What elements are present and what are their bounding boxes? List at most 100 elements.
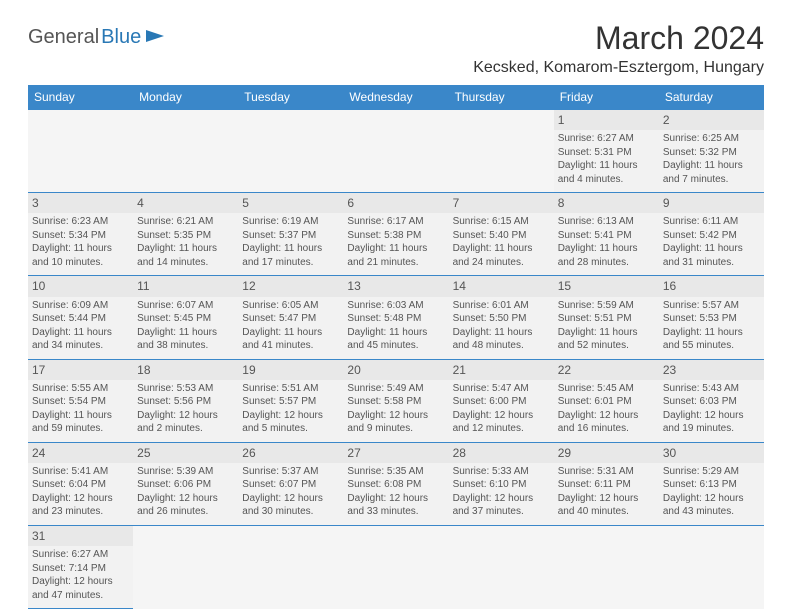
calendar-day-cell: 12Sunrise: 6:05 AMSunset: 5:47 PMDayligh… [238,276,343,359]
calendar-day-cell: 21Sunrise: 5:47 AMSunset: 6:00 PMDayligh… [449,359,554,442]
sunrise-text: Sunrise: 5:49 AM [347,382,444,396]
sunset-text: Sunset: 5:35 PM [137,229,234,243]
sunrise-text: Sunrise: 6:19 AM [242,215,339,229]
sunset-text: Sunset: 5:34 PM [32,229,129,243]
sunrise-text: Sunrise: 5:41 AM [32,465,129,479]
day-details: Sunrise: 6:25 AMSunset: 5:32 PMDaylight:… [663,132,760,186]
day-details: Sunrise: 6:19 AMSunset: 5:37 PMDaylight:… [242,215,339,269]
sunset-text: Sunset: 6:10 PM [453,478,550,492]
day-details: Sunrise: 6:15 AMSunset: 5:40 PMDaylight:… [453,215,550,269]
calendar-week-row: 24Sunrise: 5:41 AMSunset: 6:04 PMDayligh… [28,442,764,525]
day-details: Sunrise: 6:01 AMSunset: 5:50 PMDaylight:… [453,299,550,353]
day-details: Sunrise: 6:17 AMSunset: 5:38 PMDaylight:… [347,215,444,269]
day-details: Sunrise: 5:59 AMSunset: 5:51 PMDaylight:… [558,299,655,353]
calendar-day-cell [659,525,764,608]
daylight-text: Daylight: 11 hours and 31 minutes. [663,242,760,269]
day-number: 31 [28,526,133,546]
sunset-text: Sunset: 6:11 PM [558,478,655,492]
sunrise-text: Sunrise: 6:15 AM [453,215,550,229]
daylight-text: Daylight: 11 hours and 45 minutes. [347,326,444,353]
day-details: Sunrise: 5:31 AMSunset: 6:11 PMDaylight:… [558,465,655,519]
day-details: Sunrise: 5:57 AMSunset: 5:53 PMDaylight:… [663,299,760,353]
day-details: Sunrise: 5:33 AMSunset: 6:10 PMDaylight:… [453,465,550,519]
sunset-text: Sunset: 6:06 PM [137,478,234,492]
calendar-header-row: SundayMondayTuesdayWednesdayThursdayFrid… [28,85,764,110]
calendar-day-cell [133,525,238,608]
calendar-day-cell: 22Sunrise: 5:45 AMSunset: 6:01 PMDayligh… [554,359,659,442]
day-number: 25 [133,443,238,463]
daylight-text: Daylight: 11 hours and 28 minutes. [558,242,655,269]
daylight-text: Daylight: 12 hours and 30 minutes. [242,492,339,519]
day-number: 30 [659,443,764,463]
sunrise-text: Sunrise: 5:29 AM [663,465,760,479]
sunset-text: Sunset: 5:40 PM [453,229,550,243]
daylight-text: Daylight: 11 hours and 21 minutes. [347,242,444,269]
location-subtitle: Kecsked, Komarom-Esztergom, Hungary [473,59,764,77]
day-number: 27 [343,443,448,463]
calendar-day-cell: 19Sunrise: 5:51 AMSunset: 5:57 PMDayligh… [238,359,343,442]
calendar-day-cell [343,110,448,193]
sunrise-text: Sunrise: 6:11 AM [663,215,760,229]
day-number: 22 [554,360,659,380]
sunrise-text: Sunrise: 6:23 AM [32,215,129,229]
sunrise-text: Sunrise: 5:55 AM [32,382,129,396]
sunset-text: Sunset: 5:44 PM [32,312,129,326]
sunrise-text: Sunrise: 5:51 AM [242,382,339,396]
day-details: Sunrise: 6:03 AMSunset: 5:48 PMDaylight:… [347,299,444,353]
sunrise-text: Sunrise: 6:21 AM [137,215,234,229]
sunrise-text: Sunrise: 6:09 AM [32,299,129,313]
day-details: Sunrise: 5:37 AMSunset: 6:07 PMDaylight:… [242,465,339,519]
sunset-text: Sunset: 6:07 PM [242,478,339,492]
daylight-text: Daylight: 12 hours and 5 minutes. [242,409,339,436]
sunrise-text: Sunrise: 5:47 AM [453,382,550,396]
weekday-header: Monday [133,85,238,110]
day-number: 13 [343,276,448,296]
day-details: Sunrise: 6:27 AMSunset: 5:31 PMDaylight:… [558,132,655,186]
daylight-text: Daylight: 11 hours and 59 minutes. [32,409,129,436]
sunset-text: Sunset: 5:58 PM [347,395,444,409]
calendar-day-cell: 15 Sunrise: 5:59 AMSunset: 5:51 PMDayligh… [554,276,659,359]
day-details: Sunrise: 6:13 AMSunset: 5:41 PMDaylight:… [558,215,655,269]
day-number: 9 [659,193,764,213]
day-number: 28 [449,443,554,463]
day-number: 7 [449,193,554,213]
calendar-day-cell: 3Sunrise: 6:23 AMSunset: 5:34 PMDaylight… [28,193,133,276]
sunrise-text: Sunrise: 6:27 AM [558,132,655,146]
day-details: Sunrise: 5:35 AMSunset: 6:08 PMDaylight:… [347,465,444,519]
sunset-text: Sunset: 5:37 PM [242,229,339,243]
calendar-day-cell: 18Sunrise: 5:53 AMSunset: 5:56 PMDayligh… [133,359,238,442]
weekday-header: Thursday [449,85,554,110]
day-number: 14 [449,276,554,296]
calendar-day-cell: 5Sunrise: 6:19 AMSunset: 5:37 PMDaylight… [238,193,343,276]
daylight-text: Daylight: 11 hours and 14 minutes. [137,242,234,269]
daylight-text: Daylight: 12 hours and 47 minutes. [32,575,129,602]
sunrise-text: Sunrise: 5:59 AM [558,299,655,313]
daylight-text: Daylight: 12 hours and 37 minutes. [453,492,550,519]
calendar-day-cell: 30Sunrise: 5:29 AMSunset: 6:13 PMDayligh… [659,442,764,525]
weekday-header: Tuesday [238,85,343,110]
sunrise-text: Sunrise: 5:35 AM [347,465,444,479]
daylight-text: Daylight: 12 hours and 26 minutes. [137,492,234,519]
sunrise-text: Sunrise: 5:43 AM [663,382,760,396]
sunrise-text: Sunrise: 5:45 AM [558,382,655,396]
calendar-week-row: 31Sunrise: 6:27 AMSunset: 7:14 PMDayligh… [28,525,764,608]
calendar-day-cell: 25Sunrise: 5:39 AMSunset: 6:06 PMDayligh… [133,442,238,525]
sunrise-text: Sunrise: 5:53 AM [137,382,234,396]
day-number: 11 [133,276,238,296]
sunset-text: Sunset: 5:41 PM [558,229,655,243]
calendar-week-row: 3Sunrise: 6:23 AMSunset: 5:34 PMDaylight… [28,193,764,276]
day-number: 15 [554,276,659,296]
daylight-text: Daylight: 11 hours and 34 minutes. [32,326,129,353]
day-number: 19 [238,360,343,380]
weekday-header: Friday [554,85,659,110]
calendar-day-cell: 10Sunrise: 6:09 AMSunset: 5:44 PMDayligh… [28,276,133,359]
calendar-day-cell [554,525,659,608]
calendar-table: SundayMondayTuesdayWednesdayThursdayFrid… [28,85,764,609]
sunset-text: Sunset: 5:38 PM [347,229,444,243]
flag-icon [146,30,164,42]
daylight-text: Daylight: 11 hours and 10 minutes. [32,242,129,269]
daylight-text: Daylight: 11 hours and 17 minutes. [242,242,339,269]
month-title: March 2024 [473,20,764,57]
day-details: Sunrise: 5:49 AMSunset: 5:58 PMDaylight:… [347,382,444,436]
title-block: March 2024 Kecsked, Komarom-Esztergom, H… [473,20,764,77]
